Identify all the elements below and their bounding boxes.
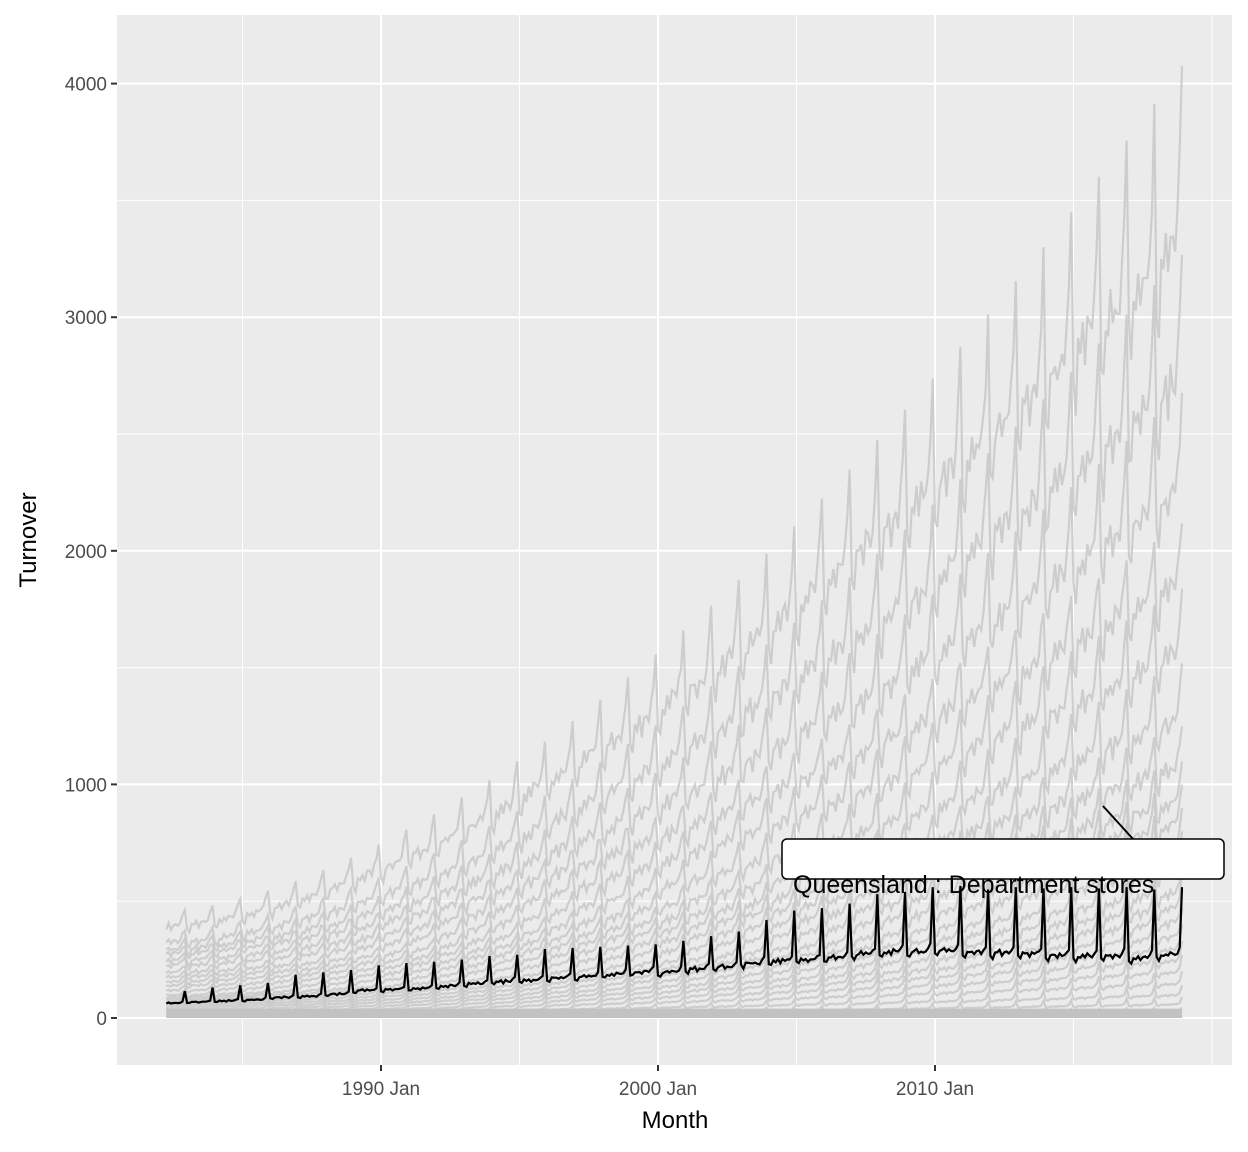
background-series-line [165, 726, 1184, 977]
y-tick-label: 0 [96, 1009, 107, 1030]
label-box [781, 838, 1225, 880]
background-series-line [166, 873, 1184, 1001]
label-leader-line [1102, 805, 1134, 840]
background-series-line [165, 663, 1184, 973]
background-series-line [165, 523, 1184, 960]
y-axis-title: Turnover [15, 492, 42, 587]
background-series-line [166, 854, 1184, 999]
background-series-line [165, 761, 1184, 982]
background-series-band [166, 1008, 1183, 1018]
series-label: Queensland : Department stores [781, 805, 1225, 899]
highlight-series-line [165, 885, 1184, 1005]
background-series-line [165, 392, 1184, 958]
x-tick-label: 1990 Jan [342, 1079, 420, 1100]
y-tick-label: 3000 [65, 308, 107, 329]
x-axis-title: Month [642, 1107, 709, 1134]
background-series-line [166, 940, 1184, 1009]
axes: 0 1000 2000 3000 4000 1990 Jan 2000 Jan 2010 Ja… [65, 75, 974, 1100]
background-series-line [165, 588, 1184, 968]
background-series-line [165, 66, 1184, 935]
y-tick-label: 2000 [65, 542, 107, 563]
x-tick-label: 2010 Jan [896, 1079, 974, 1100]
background-series-line [166, 954, 1184, 1011]
background-series-line [166, 924, 1184, 1007]
highlight-series [165, 885, 1184, 1005]
label-text: Queensland : Department stores [793, 871, 1154, 899]
background-series-line [165, 831, 1184, 994]
y-tick-label: 1000 [65, 775, 107, 796]
background-series-line [165, 255, 1184, 950]
y-tick-label: 4000 [65, 75, 107, 96]
x-tick-label: 2000 Jan [619, 1079, 697, 1100]
